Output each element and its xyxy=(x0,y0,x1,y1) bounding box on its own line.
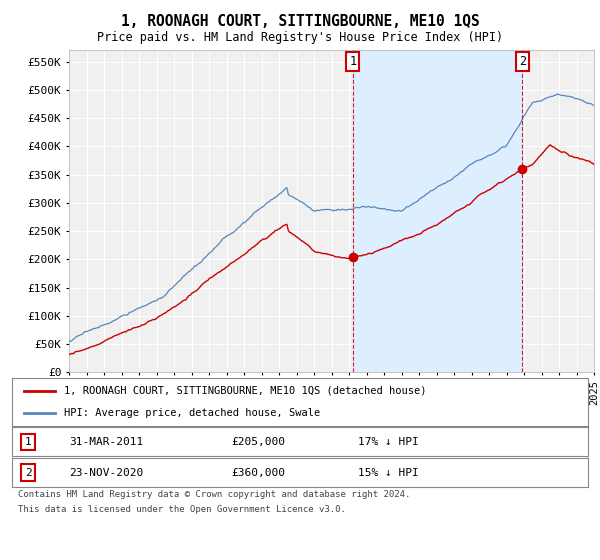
Text: 2: 2 xyxy=(25,468,32,478)
Text: Contains HM Land Registry data © Crown copyright and database right 2024.: Contains HM Land Registry data © Crown c… xyxy=(18,490,410,499)
Text: Price paid vs. HM Land Registry's House Price Index (HPI): Price paid vs. HM Land Registry's House … xyxy=(97,31,503,44)
Text: £360,000: £360,000 xyxy=(231,468,285,478)
Text: 1, ROONAGH COURT, SITTINGBOURNE, ME10 1QS: 1, ROONAGH COURT, SITTINGBOURNE, ME10 1Q… xyxy=(121,14,479,29)
Text: 31-MAR-2011: 31-MAR-2011 xyxy=(70,437,144,447)
Bar xyxy=(353,50,523,372)
Text: 1, ROONAGH COURT, SITTINGBOURNE, ME10 1QS (detached house): 1, ROONAGH COURT, SITTINGBOURNE, ME10 1Q… xyxy=(64,386,427,396)
Text: 2: 2 xyxy=(519,55,526,68)
Text: 15% ↓ HPI: 15% ↓ HPI xyxy=(358,468,418,478)
Text: 1: 1 xyxy=(349,55,356,68)
Text: £205,000: £205,000 xyxy=(231,437,285,447)
Text: This data is licensed under the Open Government Licence v3.0.: This data is licensed under the Open Gov… xyxy=(18,505,346,514)
Text: HPI: Average price, detached house, Swale: HPI: Average price, detached house, Swal… xyxy=(64,408,320,418)
Text: 17% ↓ HPI: 17% ↓ HPI xyxy=(358,437,418,447)
Text: 23-NOV-2020: 23-NOV-2020 xyxy=(70,468,144,478)
Text: 1: 1 xyxy=(25,437,32,447)
